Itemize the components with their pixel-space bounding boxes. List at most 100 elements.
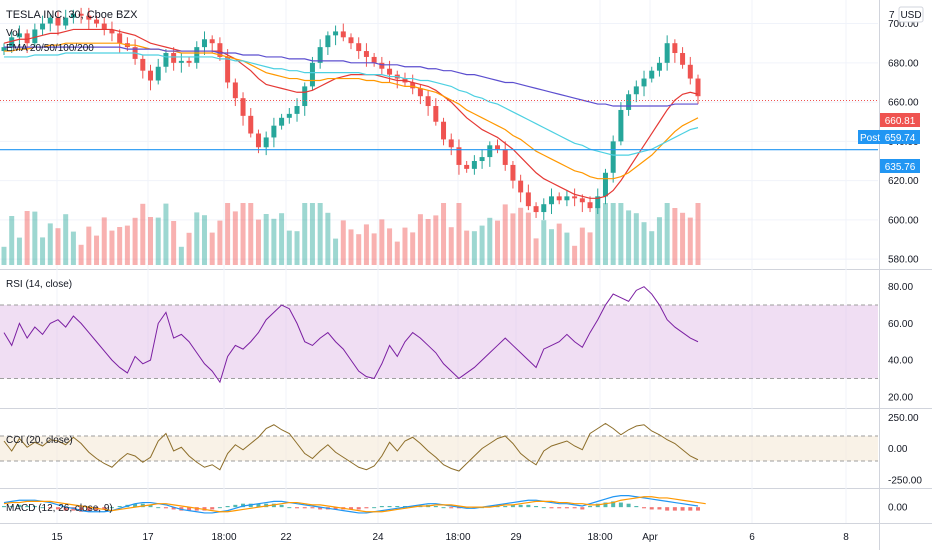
candle-body xyxy=(572,196,578,199)
macd-histogram-bar xyxy=(618,502,623,508)
macd-histogram-bar xyxy=(372,507,377,509)
macd-histogram-bar xyxy=(518,504,523,508)
volume-bar xyxy=(626,210,632,265)
ema20-line xyxy=(3,28,699,199)
time-axis-label: 18:00 xyxy=(445,532,470,543)
candle-body xyxy=(687,64,693,79)
cci-pane[interactable] xyxy=(0,422,878,472)
volume-bar xyxy=(556,223,562,265)
candle-body xyxy=(94,19,100,24)
candle-body xyxy=(626,94,632,110)
volume-bar xyxy=(387,228,393,265)
volume-bar xyxy=(40,237,46,265)
volume-bar xyxy=(124,225,130,265)
macd-histogram-bar xyxy=(510,504,515,508)
volume-bar xyxy=(201,215,207,265)
candle-body xyxy=(371,56,377,63)
macd-legend[interactable]: MACD (12, 26, close, 9) xyxy=(6,503,113,514)
volume-bar xyxy=(209,232,215,265)
price-axis-label: 580.00 xyxy=(888,255,919,266)
volume-bar xyxy=(533,238,539,265)
macd-histogram-bar xyxy=(696,507,700,511)
ema-legend[interactable]: EMA 20/50/100/200 xyxy=(6,43,94,54)
candle-body xyxy=(680,53,686,65)
volume-bar xyxy=(78,244,84,265)
volume-bar xyxy=(502,204,508,265)
macd-histogram-bar xyxy=(17,504,22,508)
candle-body xyxy=(610,141,616,173)
macd-histogram-bar xyxy=(603,502,608,508)
volume-bar xyxy=(394,241,400,265)
macd-histogram-bar xyxy=(32,506,37,508)
macd-histogram-bar xyxy=(163,507,168,509)
last-price-label: 660.81 xyxy=(885,116,916,127)
candle-body xyxy=(63,17,69,26)
candle-body xyxy=(109,29,115,34)
macd-histogram-bar xyxy=(148,504,153,508)
macd-histogram-bar xyxy=(572,507,577,509)
macd-histogram-bar xyxy=(642,507,647,509)
macd-histogram-bar xyxy=(25,506,30,508)
price-pane[interactable] xyxy=(0,7,878,265)
volume-bar xyxy=(518,207,524,265)
volume-legend[interactable]: Vol xyxy=(6,28,20,39)
candle-body xyxy=(633,86,639,95)
volume-bar xyxy=(194,212,200,265)
rsi-line xyxy=(3,286,699,384)
rsi-legend[interactable]: RSI (14, close) xyxy=(6,279,72,290)
volume-bar xyxy=(232,211,238,265)
time-axis-label: Apr xyxy=(642,532,658,543)
macd-histogram-bar xyxy=(672,507,677,511)
rsi-axis-label: 60.00 xyxy=(888,319,913,330)
candle-body xyxy=(309,62,315,87)
candle-body xyxy=(595,196,601,209)
volume-bar xyxy=(417,214,423,265)
candle-body xyxy=(279,117,285,126)
candle-body xyxy=(186,60,192,63)
volume-bar xyxy=(695,203,701,265)
macd-pane[interactable] xyxy=(2,495,706,514)
volume-bar xyxy=(641,222,647,265)
volume-bar xyxy=(86,226,92,265)
candle-body xyxy=(325,35,331,48)
candle-body xyxy=(248,115,254,134)
post-market-label: Post xyxy=(860,133,880,144)
cci-axis-label: 0.00 xyxy=(888,444,908,455)
cci-legend[interactable]: CCI (20, close) xyxy=(6,435,73,446)
macd-histogram-bar xyxy=(210,507,215,510)
macd-histogram-bar xyxy=(626,503,631,508)
post-market-tag xyxy=(858,130,882,144)
candle-body xyxy=(101,23,107,30)
volume-bar xyxy=(333,238,339,265)
candle-body xyxy=(556,196,562,201)
candle-body xyxy=(410,82,416,89)
volume-bar xyxy=(672,208,678,265)
macd-histogram-bar xyxy=(217,507,222,509)
last-price-tag xyxy=(880,113,920,127)
candle-body xyxy=(1,47,7,52)
volume-bar xyxy=(63,214,69,265)
candle-body xyxy=(495,145,501,150)
cci-band xyxy=(0,436,878,461)
volume-bar xyxy=(680,212,686,265)
macd-histogram-bar xyxy=(256,503,261,508)
macd-histogram-bar xyxy=(133,503,138,508)
currency-button[interactable] xyxy=(898,6,924,23)
time-axis-label: 18:00 xyxy=(587,532,612,543)
volume-bar xyxy=(441,203,447,265)
candle-body xyxy=(525,192,531,207)
macd-histogram-bar xyxy=(287,507,292,509)
volume-bar xyxy=(279,213,285,265)
symbol-title[interactable]: TESLA INC, 30, Cboe BZX xyxy=(6,9,138,21)
rsi-band xyxy=(0,305,878,379)
candle-body xyxy=(456,147,462,165)
rsi-pane[interactable] xyxy=(0,286,878,384)
volume-bar xyxy=(186,232,192,265)
volume-bar xyxy=(294,231,300,265)
time-axis-label: 29 xyxy=(510,532,522,543)
price-axis-label: 620.00 xyxy=(888,176,919,187)
volume-bar xyxy=(433,215,439,265)
ema100-line xyxy=(4,52,699,156)
cci-axis-label: 250.00 xyxy=(888,413,919,424)
